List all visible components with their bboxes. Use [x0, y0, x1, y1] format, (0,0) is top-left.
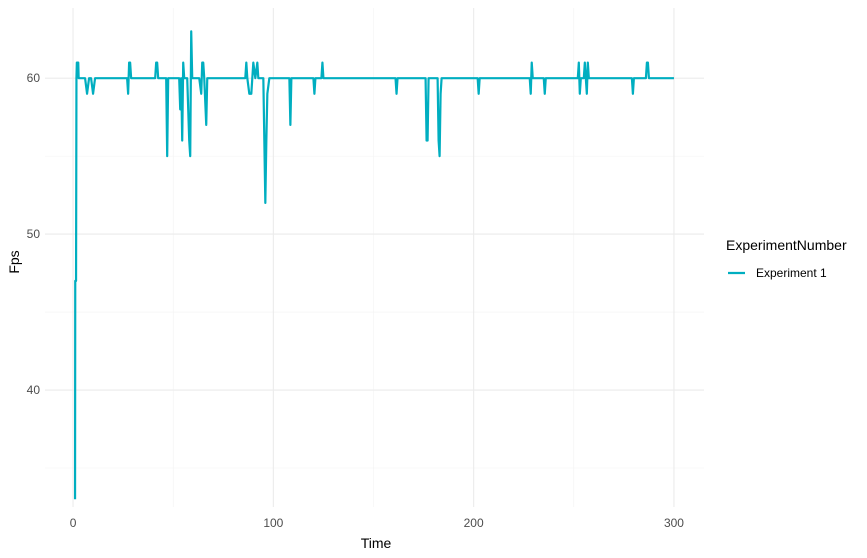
x-tick-label: 300: [664, 516, 684, 530]
legend-title: ExperimentNumber: [726, 237, 847, 253]
x-tick-label: 100: [263, 516, 283, 530]
x-axis-title: Time: [361, 535, 392, 551]
y-tick-label: 50: [27, 227, 41, 241]
legend-items: Experiment 1: [728, 266, 827, 280]
grid-lines: [45, 8, 704, 507]
series-line: [73, 30, 674, 500]
y-axis-title: Fps: [6, 250, 22, 273]
y-tick-label: 60: [27, 71, 41, 85]
x-tick-label: 0: [70, 516, 77, 530]
legend-label: Experiment 1: [756, 266, 827, 280]
x-tick-label: 200: [464, 516, 484, 530]
axis-tick-labels: 0 100 200 300 40 50 60: [27, 71, 685, 530]
legend: ExperimentNumber Experiment 1: [726, 237, 847, 280]
y-tick-label: 40: [27, 383, 41, 397]
series-lines: [73, 30, 674, 500]
